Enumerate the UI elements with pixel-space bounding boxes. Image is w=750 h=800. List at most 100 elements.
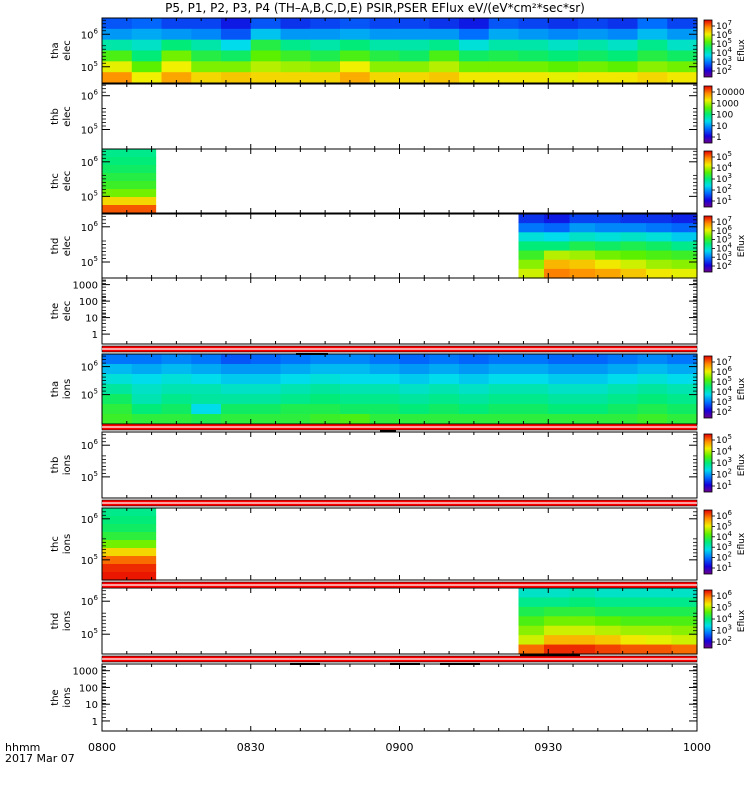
heatmap-cell bbox=[667, 414, 698, 425]
heatmap-cell bbox=[569, 616, 596, 627]
heatmap-cell bbox=[595, 644, 622, 655]
heatmap-cell bbox=[191, 384, 222, 395]
heatmap-cell bbox=[646, 214, 673, 224]
heatmap-cell bbox=[191, 374, 222, 385]
heatmap-cell bbox=[637, 18, 668, 30]
heatmap-cell bbox=[646, 644, 673, 655]
heatmap-cell bbox=[340, 18, 371, 30]
panel-frame bbox=[101, 83, 698, 150]
heatmap-cell bbox=[399, 414, 430, 425]
heatmap-cell bbox=[221, 28, 252, 41]
panel-label: ions bbox=[62, 534, 73, 554]
colorbar-tick-label: 106 bbox=[716, 589, 732, 602]
heatmap-cell bbox=[280, 364, 311, 375]
y-tick-label: 105 bbox=[81, 123, 98, 137]
colorbar-tick-label: 104 bbox=[716, 241, 732, 254]
heatmap-cell bbox=[131, 364, 163, 375]
heatmap-cell bbox=[667, 404, 698, 415]
heatmap-cell bbox=[667, 28, 698, 41]
heatmap-cell bbox=[595, 223, 622, 233]
heatmap-cell bbox=[310, 354, 341, 365]
heatmap-cell bbox=[250, 354, 282, 365]
heatmap-cell bbox=[569, 268, 596, 279]
heatmap-cell bbox=[667, 354, 698, 365]
data-fragment bbox=[290, 663, 320, 665]
panel-label: elec bbox=[62, 301, 73, 322]
heatmap-cell bbox=[637, 61, 668, 73]
chart-title: P5, P1, P2, P3, P4 (TH–A,B,C,D,E) PSIR,P… bbox=[165, 1, 585, 15]
heatmap-cell bbox=[221, 72, 252, 84]
data-fragment bbox=[380, 430, 396, 432]
heatmap-cell bbox=[544, 250, 571, 261]
panel-label: tha bbox=[50, 42, 61, 58]
heatmap-cell bbox=[569, 635, 596, 646]
heatmap-cell bbox=[310, 50, 341, 62]
colorbar-tick-label: 1000 bbox=[716, 99, 739, 109]
heatmap-cell bbox=[518, 414, 549, 425]
heatmap-cell bbox=[607, 404, 639, 415]
heatmap-cell bbox=[637, 414, 668, 425]
heatmap-cell bbox=[131, 354, 163, 365]
heatmap-cell bbox=[607, 354, 639, 365]
heatmap-cell bbox=[488, 384, 520, 395]
heatmap-cell bbox=[102, 197, 157, 206]
heatmap-cell bbox=[250, 404, 282, 415]
colorbar-tick-label: 103 bbox=[716, 250, 732, 263]
heatmap-cell bbox=[250, 28, 282, 41]
heatmap-cell bbox=[191, 50, 222, 62]
heatmap-cell bbox=[620, 606, 647, 617]
panel-frame bbox=[101, 148, 698, 214]
panel-label: the bbox=[50, 689, 61, 705]
colorbar-tick-label: 102 bbox=[716, 551, 732, 564]
colorbar-tick-label: 104 bbox=[716, 445, 732, 458]
heatmap-cell bbox=[544, 259, 571, 270]
heatmap-cell bbox=[620, 635, 647, 646]
heatmap-cell bbox=[221, 61, 252, 73]
y-tick-label: 106 bbox=[81, 438, 99, 452]
heatmap-cell bbox=[429, 354, 460, 365]
heatmap-cell bbox=[369, 394, 401, 405]
heatmap-cell bbox=[518, 250, 545, 261]
heatmap-cell bbox=[280, 61, 311, 73]
heatmap-cell bbox=[369, 39, 401, 52]
colorbar-label: Eflux bbox=[737, 377, 747, 400]
heatmap-cell bbox=[667, 39, 698, 52]
heatmap-cell bbox=[578, 414, 609, 425]
heatmap-cell bbox=[131, 394, 163, 405]
colorbar bbox=[703, 509, 713, 575]
heatmap-cell bbox=[399, 61, 430, 73]
heatmap-cell bbox=[646, 223, 673, 233]
heatmap-cell bbox=[191, 404, 222, 415]
heatmap-cell bbox=[671, 625, 698, 636]
heatmap-cell bbox=[488, 61, 520, 73]
heatmap-cell bbox=[102, 39, 133, 52]
heatmap-cell bbox=[161, 61, 192, 73]
heatmap-cell bbox=[620, 597, 647, 608]
heatmap-cell bbox=[102, 50, 133, 62]
heatmap-cell bbox=[161, 354, 192, 365]
heatmap-cell bbox=[280, 72, 311, 84]
heatmap-cell bbox=[369, 374, 401, 385]
heatmap-cell bbox=[250, 39, 282, 52]
heatmap-cell bbox=[221, 354, 252, 365]
heatmap-cell bbox=[369, 50, 401, 62]
heatmap-cell bbox=[607, 39, 639, 52]
y-tick-label: 106 bbox=[81, 89, 99, 103]
heatmap-cell bbox=[369, 364, 401, 375]
heatmap-cell bbox=[340, 61, 371, 73]
heatmap-cell bbox=[548, 28, 579, 41]
heatmap-cell bbox=[646, 232, 673, 243]
heatmap-cell bbox=[429, 50, 460, 62]
heatmap-cell bbox=[221, 394, 252, 405]
colorbar-tick-label: 104 bbox=[716, 161, 732, 174]
heatmap-cell bbox=[569, 588, 596, 599]
heatmap-cell bbox=[161, 374, 192, 385]
heatmap-cell bbox=[191, 394, 222, 405]
heatmap-cell bbox=[671, 232, 698, 243]
heatmap-cell bbox=[607, 384, 639, 395]
heatmap-cell bbox=[595, 597, 622, 608]
heatmap-cell bbox=[667, 72, 698, 84]
panel-label: elec bbox=[62, 236, 73, 257]
colorbar-tick-label: 103 bbox=[716, 624, 732, 637]
